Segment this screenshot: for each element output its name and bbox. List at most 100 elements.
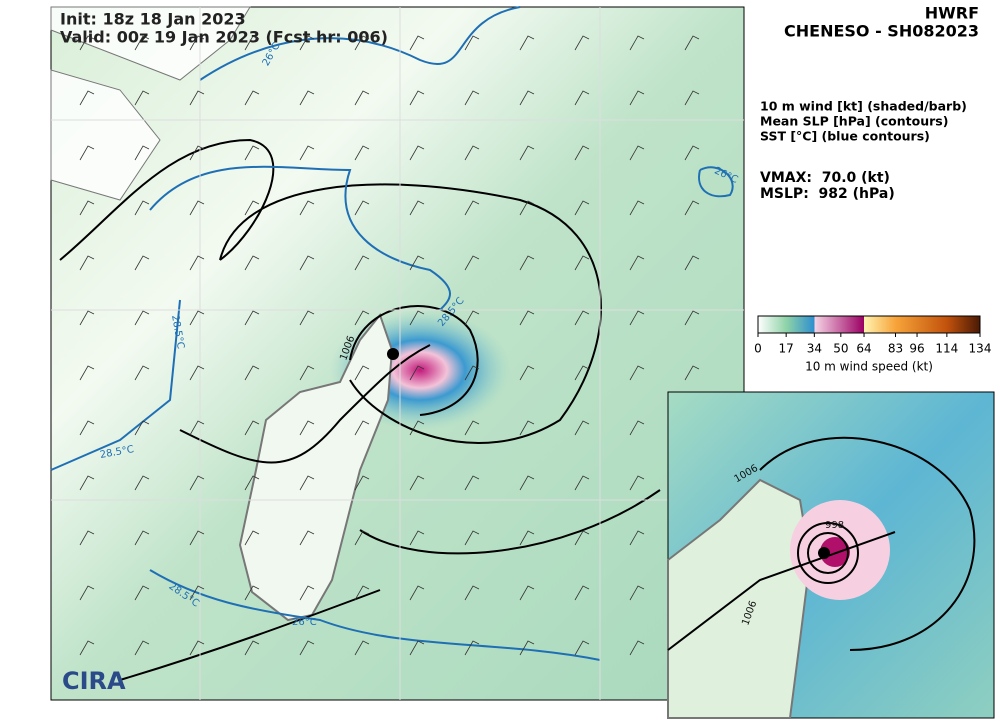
wind-barb [134,310,150,326]
wind-barb [409,35,425,51]
wind-barb [464,90,480,106]
wind-barb [299,365,315,381]
wind-barb [299,310,315,326]
wind-barb [409,255,425,271]
wind-barb [134,475,150,491]
wind-barb [354,585,370,601]
wind-barb [519,145,535,161]
colorbar-tick-label: 34 [807,342,822,356]
wind-barb [79,90,95,106]
wind-barb [244,255,260,271]
wind-barb [629,640,645,656]
wind-barb [574,530,590,546]
stat-label: VMAX: 70.0 (kt) [760,170,890,186]
wind-barb [189,200,205,216]
wind-barb [79,145,95,161]
wind-barb [189,255,205,271]
wind-barb [519,585,535,601]
model-name: HWRF [925,4,979,23]
wind-barb [354,365,370,381]
wind-barb [409,640,425,656]
madagascar [238,312,394,622]
wind-barb [299,200,315,216]
wind-barb [354,310,370,326]
wind-barb [134,530,150,546]
wind-barb [299,475,315,491]
logo: CIRA [62,667,126,695]
wind-barb [629,585,645,601]
wind-barb [79,585,95,601]
wind-barb [519,640,535,656]
colorbar-tick-label: 83 [888,342,903,356]
wind-barb [189,365,205,381]
wind-barb [79,640,95,656]
wind-barb [299,145,315,161]
wind-barb [134,90,150,106]
wind-barb [244,90,260,106]
wind-barb [244,365,260,381]
wind-barb [189,585,205,601]
wind-barb [464,585,480,601]
wind-barb [134,255,150,271]
colorbar-tick-label: 114 [935,342,958,356]
wind-barb [519,200,535,216]
field-label: Mean SLP [hPa] (contours) [760,114,948,129]
field-legend: 10 m wind [kt] (shaded/barb)Mean SLP [hP… [760,99,967,144]
wind-barb [409,145,425,161]
wind-barb [134,420,150,436]
wind-barb [244,35,260,51]
field-label: SST [°C] (blue contours) [760,129,930,144]
wind-barb [684,35,700,51]
wind-barb [79,530,95,546]
wind-barb [519,530,535,546]
wind-barb [79,310,95,326]
wind-barb [629,420,645,436]
wind-barb [189,35,205,51]
wind-barb [134,640,150,656]
contour-label: 26°C [292,617,317,628]
wind-barb [464,475,480,491]
wind-barb [464,310,480,326]
wind-barb [464,145,480,161]
wind-barb [574,90,590,106]
wind-barb [684,200,700,216]
wind-barb [519,35,535,51]
valid-time: Valid: 00z 19 Jan 2023 (Fcst hr: 006) [60,28,388,47]
wind-barb [464,640,480,656]
wind-barb [574,640,590,656]
wind-barb [409,585,425,601]
wind-barb [299,420,315,436]
colorbar-tick-label: 17 [779,342,794,356]
wind-barb [189,475,205,491]
main-map: Init: 18z 18 Jan 2023 Valid: 00z 19 Jan … [50,6,745,701]
wind-barb [629,90,645,106]
wind-barb [574,475,590,491]
wind-barb [244,200,260,216]
wind-barb [299,640,315,656]
wind-barb [134,145,150,161]
wind-barb [189,145,205,161]
wind-barb [354,200,370,216]
wind-barb [244,420,260,436]
wind-barb [574,310,590,326]
colorbar-tick-label: 96 [909,342,924,356]
wind-barb [574,585,590,601]
wind-barb [299,35,315,51]
wind-barb [684,90,700,106]
wind-barb [354,145,370,161]
wind-barb [519,255,535,271]
wind-barb [574,420,590,436]
wind-barb [519,365,535,381]
wind-barb [574,145,590,161]
wind-barb [134,35,150,51]
wind-barb [244,475,260,491]
wind-barb [464,35,480,51]
wind-barb [244,145,260,161]
wind-barb [354,420,370,436]
wind-barb [629,35,645,51]
wind-barb [299,255,315,271]
wind-barb [409,200,425,216]
wind-barb [134,365,150,381]
wind-barb [134,585,150,601]
